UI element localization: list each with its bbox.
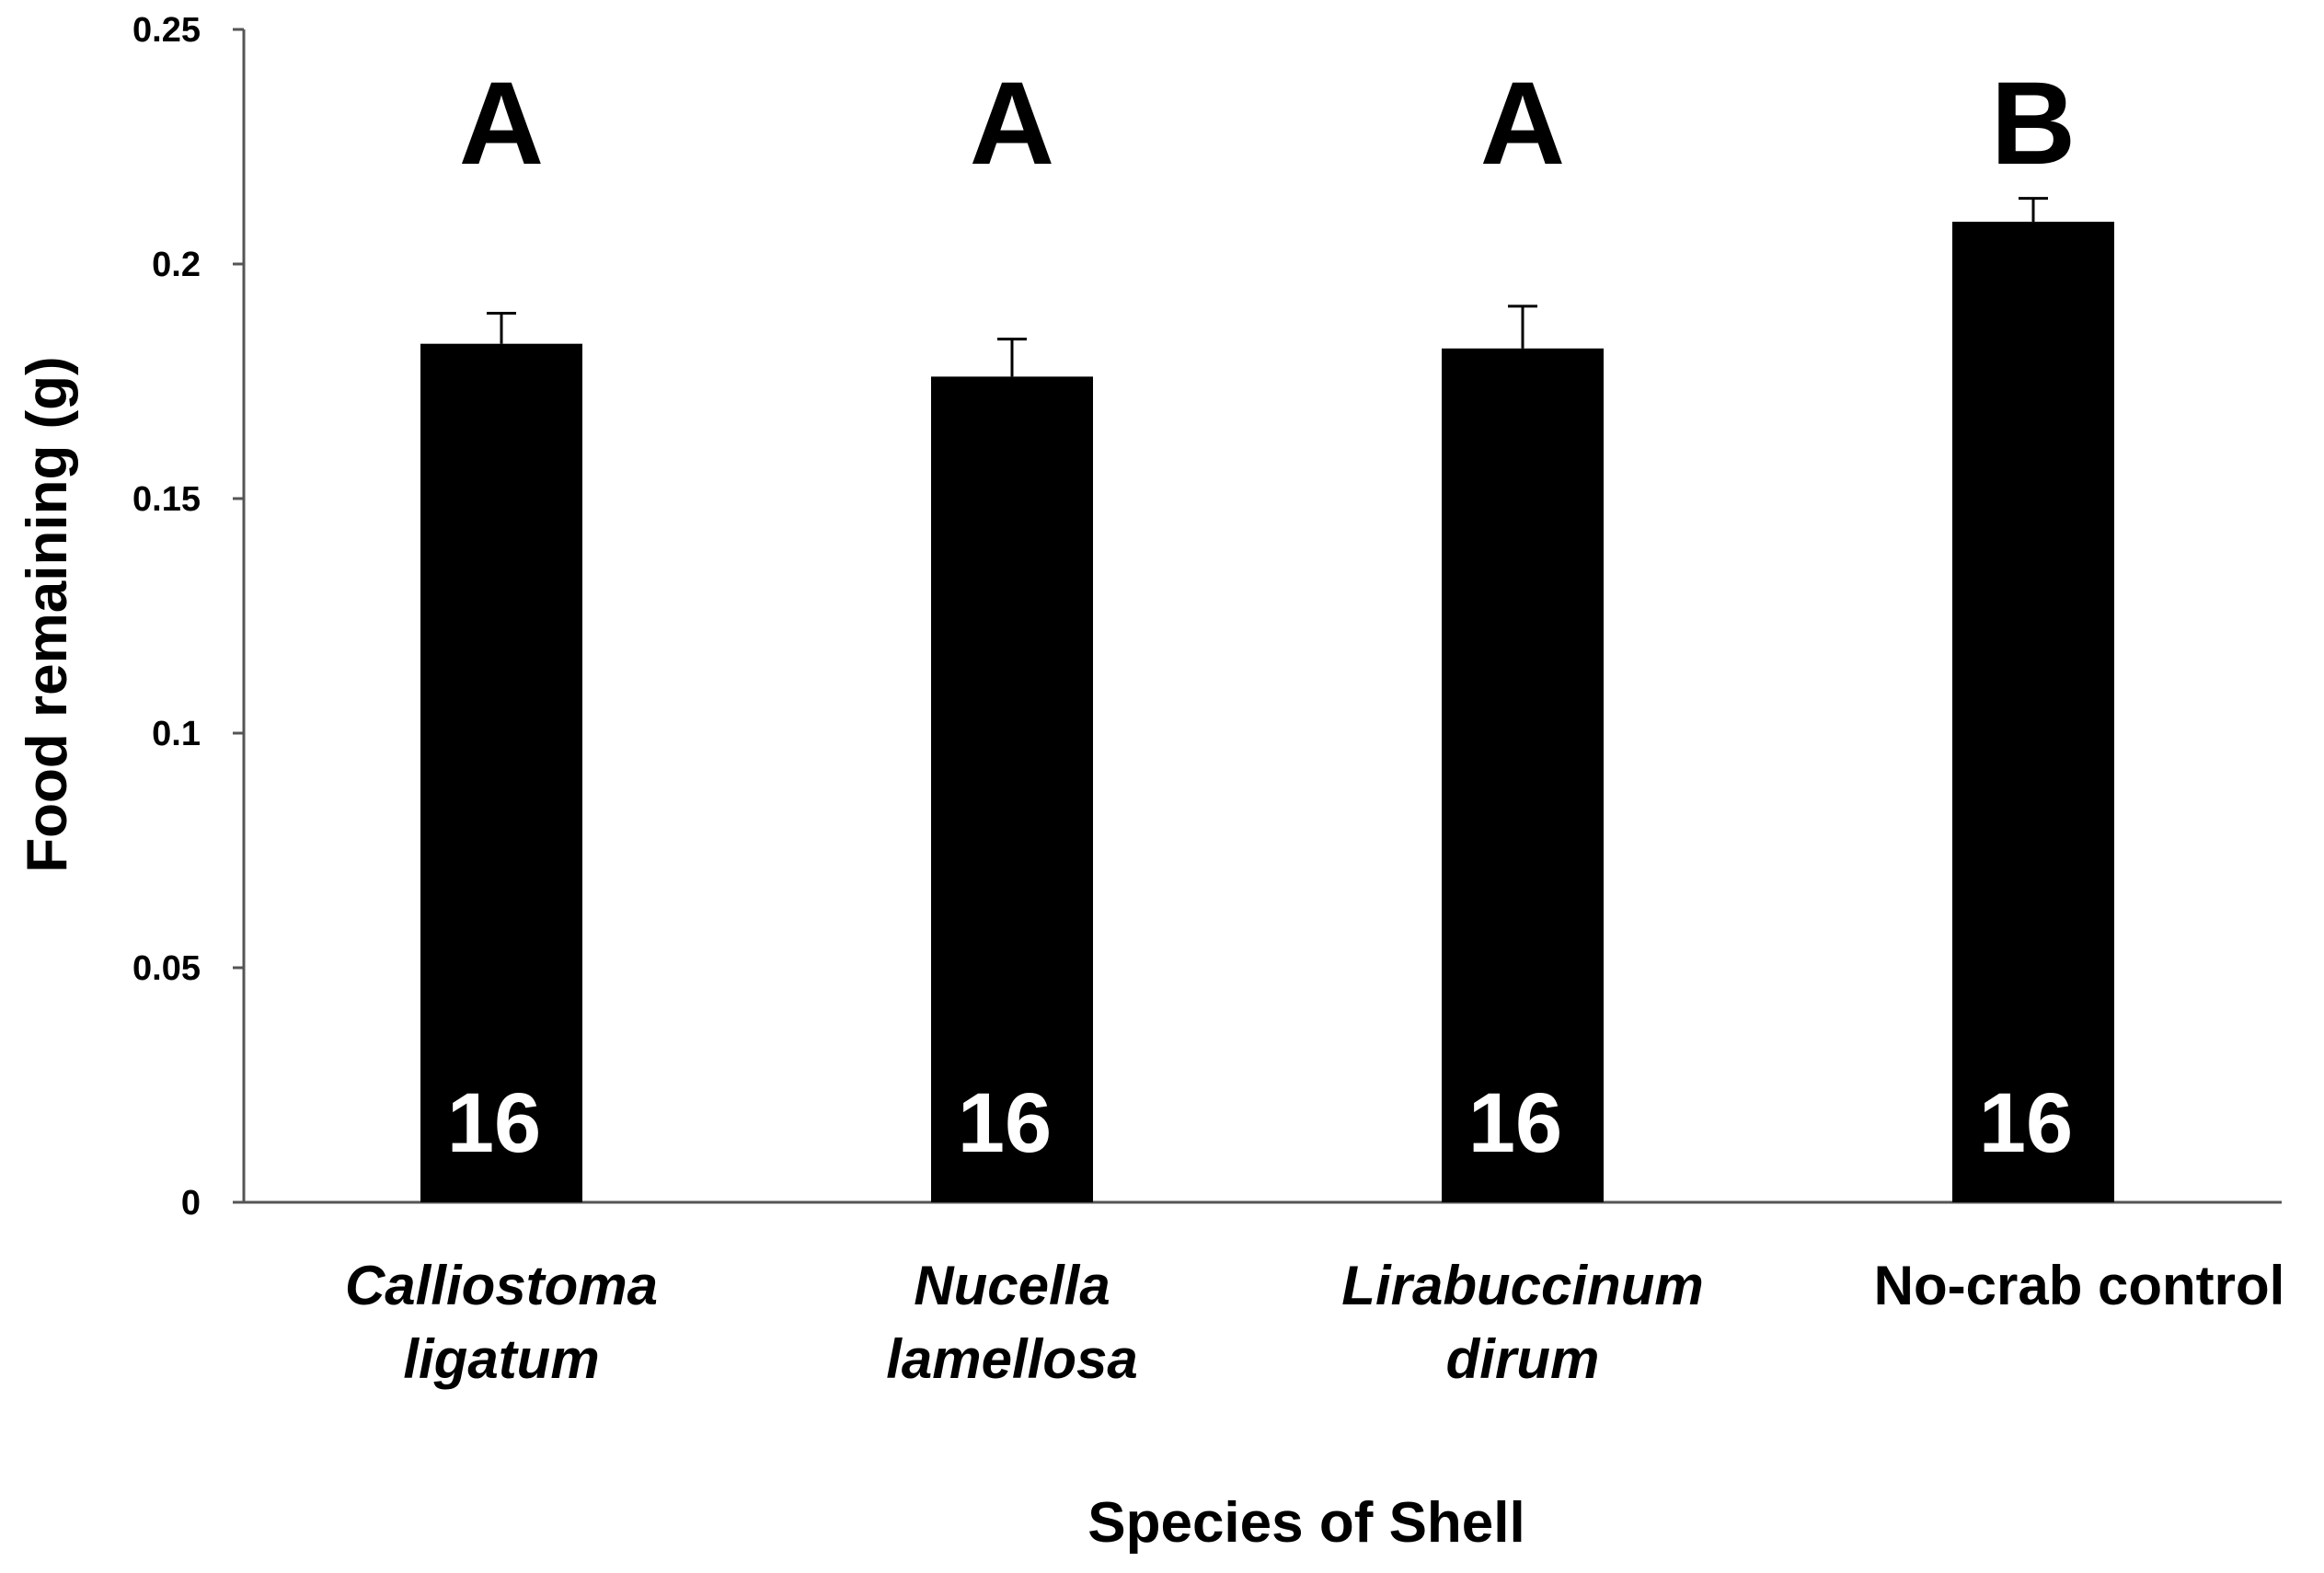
x-category-label: Calliostoma (345, 1255, 658, 1316)
x-category-label: No-crab control (1874, 1255, 2285, 1316)
y-tick-label: 0.25 (132, 11, 201, 50)
x-category-label: Lirabuccinum (1341, 1255, 1703, 1316)
bar (931, 376, 1093, 1202)
bar (1952, 222, 2114, 1203)
sample-size-label: 16 (447, 1076, 541, 1170)
axes (242, 29, 2282, 1204)
x-axis-category-labels: Calliostoma ligatum Nucella lamellosa Lirabu… (345, 1255, 2284, 1390)
y-tick-label: 0 (181, 1184, 201, 1223)
sample-size-label: 16 (958, 1076, 1052, 1170)
y-axis-ticks: 0 0.05 0.1 0.15 0.2 0.25 (132, 11, 244, 1223)
y-tick-label: 0.05 (132, 949, 201, 988)
y-tick-label: 0.15 (132, 480, 201, 519)
significance-letter: A (1480, 58, 1565, 189)
y-tick-label: 0.1 (152, 715, 201, 753)
x-category-label: lamellosa (886, 1328, 1138, 1390)
sample-size-labels: 16 16 16 16 (447, 1076, 2073, 1170)
y-tick-label: 0.2 (152, 246, 201, 284)
significance-letter: A (459, 58, 544, 189)
x-category-label: dirum (1446, 1328, 1600, 1390)
bar (420, 343, 582, 1202)
significance-letter: A (970, 58, 1054, 189)
x-category-label: Nucella (914, 1255, 1110, 1316)
x-category-label: ligatum (403, 1328, 599, 1390)
significance-letter: B (1991, 58, 2076, 189)
sample-size-label: 16 (1979, 1076, 2073, 1170)
bars (420, 222, 2114, 1203)
bar (1442, 348, 1604, 1202)
sample-size-label: 16 (1468, 1076, 1562, 1170)
error-bars (487, 197, 2048, 377)
y-axis-title: Food remaining (g) (16, 356, 79, 872)
x-axis-title: Species of Shell (1087, 1491, 1525, 1555)
